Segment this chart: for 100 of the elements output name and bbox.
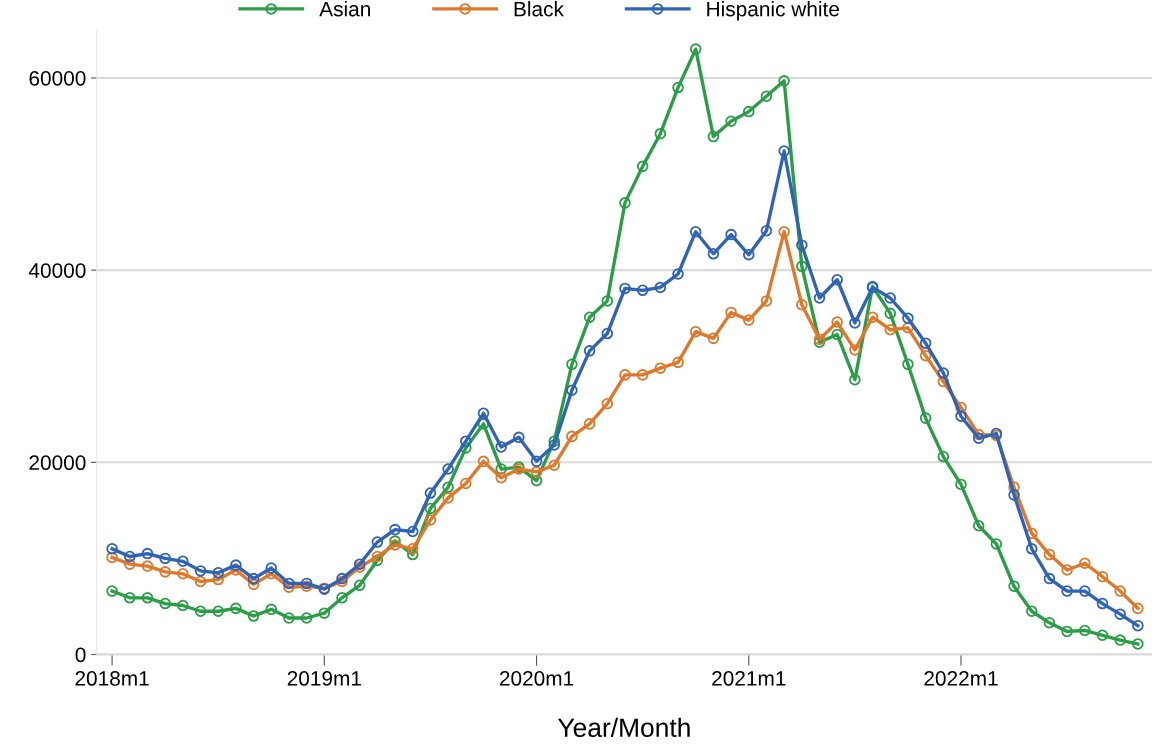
point [1132, 638, 1144, 650]
point [1132, 619, 1144, 632]
point [566, 358, 578, 371]
y-tick-label: 40000 [28, 263, 86, 278]
y-tick-label: 0 [75, 647, 86, 663]
point [424, 502, 437, 515]
point [849, 317, 861, 329]
point [141, 592, 154, 604]
point [442, 481, 454, 494]
point [530, 455, 543, 468]
point [990, 538, 1003, 550]
point [265, 562, 278, 574]
point [177, 555, 189, 568]
point [212, 605, 224, 618]
point [230, 559, 242, 571]
point [707, 248, 720, 260]
point [477, 455, 490, 468]
point [1008, 489, 1020, 501]
point [389, 539, 401, 551]
point [124, 558, 136, 570]
point [353, 579, 366, 592]
point [1114, 634, 1126, 646]
point [177, 568, 189, 580]
point [177, 599, 189, 612]
point [619, 282, 631, 295]
point [1025, 605, 1038, 618]
legend-label: Black [514, 1, 564, 17]
point [1025, 543, 1038, 555]
point [1114, 608, 1126, 620]
point [1043, 617, 1056, 629]
point [831, 273, 843, 286]
point [636, 369, 649, 381]
point [689, 325, 702, 338]
x-tick-label: 2018m1 [75, 671, 149, 686]
point [937, 367, 950, 379]
point [247, 610, 260, 622]
point [919, 412, 932, 424]
point [884, 307, 897, 320]
point [583, 345, 596, 357]
point [972, 519, 985, 532]
point [265, 603, 278, 616]
point [212, 573, 224, 586]
point [937, 375, 950, 388]
point [778, 225, 790, 238]
point [1079, 585, 1091, 597]
point [796, 260, 808, 273]
point [831, 316, 843, 328]
point [389, 523, 401, 536]
point [707, 130, 720, 143]
x-tick-label: 2022m1 [924, 671, 998, 686]
point [849, 344, 861, 356]
point [884, 292, 897, 304]
point [442, 463, 454, 475]
point [672, 356, 684, 369]
point [619, 369, 631, 381]
point [371, 536, 384, 548]
point [707, 332, 720, 345]
point [548, 439, 560, 451]
point [548, 435, 560, 447]
point [902, 312, 914, 324]
point [1061, 625, 1073, 638]
point [530, 466, 543, 478]
point [778, 75, 790, 87]
point [743, 105, 755, 118]
point [1061, 564, 1073, 576]
point [1096, 597, 1109, 610]
point [654, 362, 667, 374]
point [760, 224, 773, 237]
legend-label: Asian [319, 1, 370, 17]
point [796, 239, 808, 251]
point [460, 477, 472, 490]
point [955, 478, 967, 491]
point [141, 560, 154, 572]
point [849, 373, 861, 386]
point [866, 311, 879, 323]
point [601, 397, 614, 410]
point [406, 543, 419, 555]
point [760, 295, 773, 307]
point [919, 349, 932, 362]
point [672, 268, 684, 280]
point [725, 115, 737, 127]
point [725, 306, 737, 319]
point [495, 471, 507, 484]
point [283, 612, 295, 624]
point [159, 597, 171, 610]
point [1096, 629, 1109, 642]
y-tick-label: 20000 [29, 455, 86, 471]
x-axis-title: Year/Month [557, 717, 690, 738]
x-tick-label: 2019m1 [287, 671, 361, 686]
point [636, 160, 649, 173]
point [159, 566, 171, 578]
point [636, 284, 649, 297]
point [194, 605, 207, 618]
point [106, 543, 118, 555]
point [318, 607, 331, 619]
point [778, 145, 790, 157]
point [477, 407, 490, 420]
point [336, 592, 348, 604]
point [566, 384, 578, 397]
point [548, 459, 560, 471]
